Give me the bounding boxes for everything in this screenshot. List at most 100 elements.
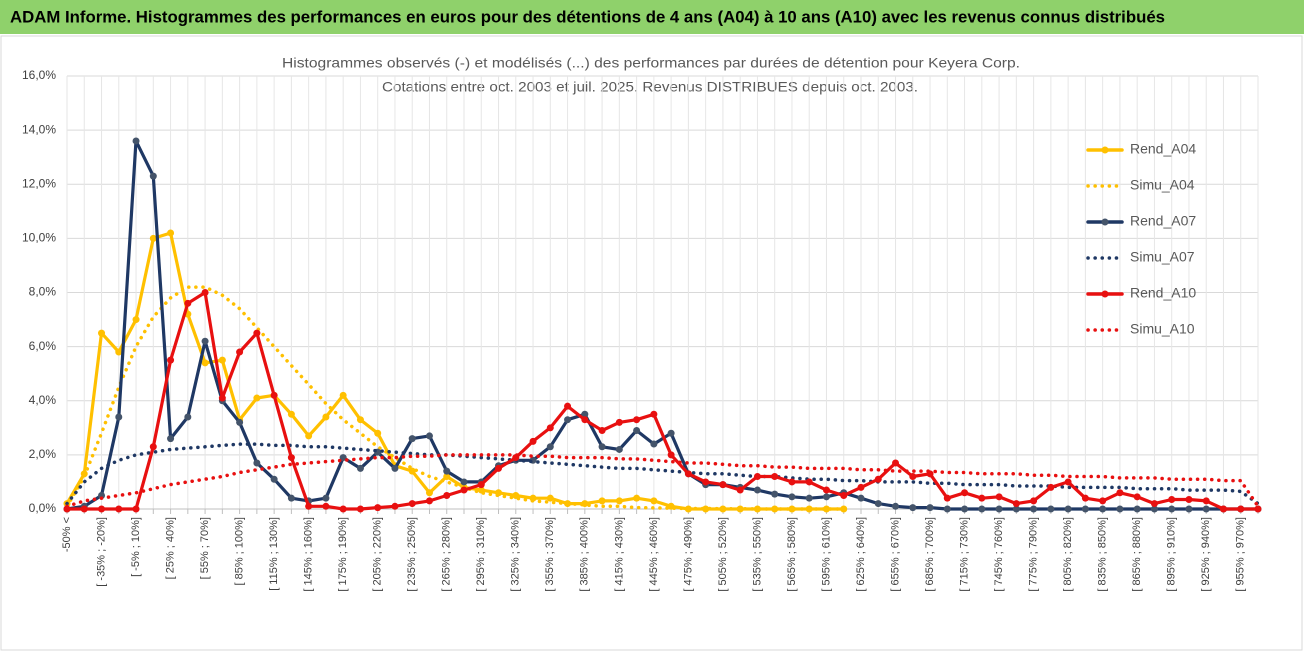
point [408,467,416,475]
point [667,429,675,437]
x-tick-label: [ 385% ; 400%] [579,517,591,592]
x-tick-label: [ 445% ; 460%] [648,517,660,592]
legend-label: Rend_A07 [1130,213,1196,229]
point [771,490,779,498]
point [874,475,882,483]
point [1047,483,1055,491]
point [339,454,347,462]
point [287,410,295,418]
x-tick-label: [ 925% ; 940%] [1200,517,1212,592]
legend-marker [1101,146,1109,154]
point [132,137,140,145]
point [287,494,295,502]
point [615,418,623,426]
point [1030,505,1038,513]
point [926,504,934,512]
point [753,505,761,513]
point [495,464,503,472]
x-tick-label: [ 295% ; 310%] [475,517,487,592]
chart-title: Histogrammes observés (-) et modélisés (… [282,55,1020,71]
x-tick-label: [ 55% ; 70%] [199,517,211,579]
y-tick-label: 2,0% [29,447,57,461]
point [1064,505,1072,513]
point [1185,496,1193,504]
point [236,348,244,356]
point [253,459,261,467]
point [633,416,641,424]
point [1202,505,1210,513]
point [581,416,589,424]
point [564,416,572,424]
point [356,464,364,472]
y-tick-label: 14,0% [22,122,56,136]
x-tick-label: [ 655% ; 670%] [889,517,901,592]
point [650,497,658,505]
x-tick-label: [ 835% ; 850%] [1097,517,1109,592]
point [443,467,451,475]
point [98,505,106,513]
point [305,502,313,510]
point [80,505,88,513]
point [253,394,261,402]
observed-line [65,231,846,511]
y-tick-label: 6,0% [29,339,57,353]
point [287,454,295,462]
y-tick-label: 12,0% [22,176,56,190]
point [115,505,123,513]
point [788,505,796,513]
x-tick-label: [ 115% ; 130%] [268,517,280,591]
point [961,489,969,497]
point [1254,505,1262,513]
point [408,500,416,508]
point [1064,478,1072,486]
point [115,413,123,421]
x-tick-label: [ 205% ; 220%] [372,517,384,592]
point [374,429,382,437]
point [753,473,761,481]
point [615,497,623,505]
header-title: ADAM Informe. Histogrammes des performan… [10,7,1165,26]
point [132,316,140,324]
x-tick-label: [ 565% ; 580%] [786,517,798,592]
point [1168,505,1176,513]
point [943,505,951,513]
point [892,459,900,467]
point [771,473,779,481]
point [98,329,106,337]
point [650,410,658,418]
x-tick-label: [ 325% ; 340%] [510,517,522,592]
point [63,505,71,513]
point [270,475,278,483]
point [374,504,382,512]
point [149,234,157,242]
point [443,473,451,481]
point [425,432,433,440]
point [1133,505,1141,513]
x-tick-label: [ 415% ; 430%] [613,517,625,592]
point [218,356,226,364]
point [909,473,917,481]
point [702,478,710,486]
point [1099,497,1107,505]
point [909,504,917,512]
point [943,494,951,502]
x-tick-label: [ 175% ; 190%] [337,517,349,592]
point [822,486,830,494]
model-line [65,285,846,511]
point [667,451,675,459]
point [529,437,537,445]
point [650,440,658,448]
point [218,394,226,402]
point [840,505,848,513]
point [391,464,399,472]
x-tick-label: [ 955% ; 970%] [1235,517,1247,592]
point [236,418,244,426]
point [167,356,175,364]
point [184,413,192,421]
point [978,505,986,513]
x-tick-label: [ 895% ; 910%] [1166,517,1178,592]
point [822,505,830,513]
point [1012,500,1020,508]
point [961,505,969,513]
